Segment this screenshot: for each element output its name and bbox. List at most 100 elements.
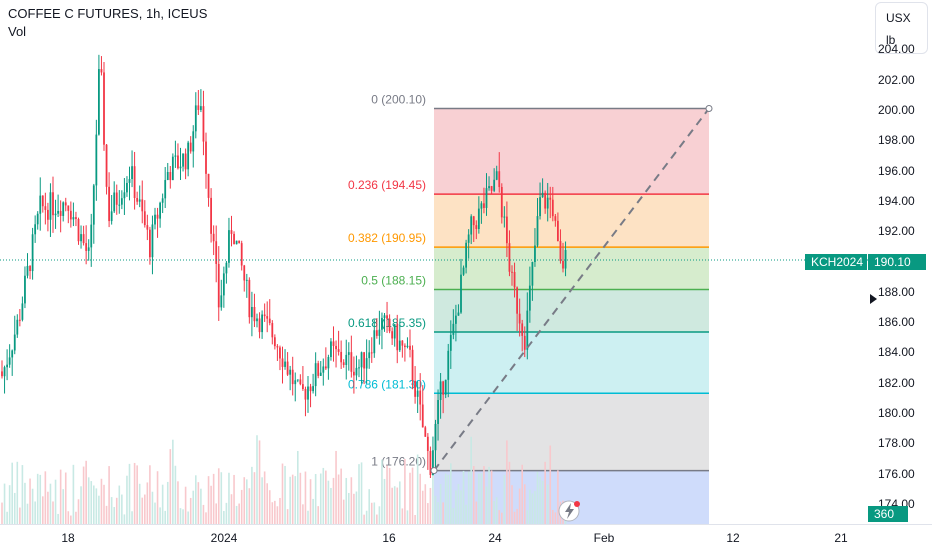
volume-bar	[501, 512, 503, 524]
candle-body	[370, 352, 373, 354]
candle-body	[439, 381, 442, 401]
volume-bar	[3, 483, 6, 524]
volume-bar	[470, 436, 472, 524]
candle-body	[355, 367, 358, 376]
candle-body	[200, 106, 202, 110]
candle-body	[424, 427, 427, 437]
candle-body	[138, 199, 141, 202]
volume-bar	[263, 471, 266, 524]
price-label: 198.00	[878, 133, 915, 148]
fib-zone	[434, 194, 709, 248]
volume-bar	[200, 488, 202, 524]
candle-body	[256, 318, 258, 322]
volume-bars	[1, 435, 567, 524]
candle-body	[495, 171, 498, 180]
candle-body	[294, 380, 297, 385]
volume-bar	[284, 465, 286, 524]
candle-body	[317, 363, 320, 376]
fib-zone	[434, 247, 709, 290]
candle-body	[59, 210, 62, 216]
candle-body	[156, 214, 159, 219]
candle-body	[373, 330, 376, 354]
candle-body	[77, 219, 80, 242]
volume-bar	[240, 489, 243, 524]
price-chart[interactable]: 0 (200.10) 0.236 (194.45) 0.382 (190.95) 0.…	[0, 0, 868, 524]
volume-bar	[82, 466, 85, 524]
volume-bar	[156, 471, 159, 524]
candle-body	[3, 367, 6, 377]
candle-body	[233, 233, 235, 245]
volume-bar	[77, 499, 80, 524]
volume-bar	[297, 450, 299, 524]
candle-body	[289, 369, 292, 375]
volume-bar	[36, 473, 39, 524]
price-label: 178.00	[878, 436, 915, 451]
volume-bar	[274, 500, 276, 524]
candle-body	[273, 337, 276, 347]
volume-bar	[179, 508, 182, 524]
volume-bar	[521, 464, 523, 524]
volume-bar	[396, 487, 399, 524]
volume-bar	[184, 486, 187, 524]
candle-body	[437, 400, 439, 424]
volume-bar	[174, 465, 177, 524]
volume-bar	[121, 494, 123, 524]
candle-body	[179, 166, 182, 169]
volume-bar	[439, 484, 442, 524]
volume-bar	[495, 497, 498, 524]
candle-body	[368, 352, 371, 359]
candle-body	[67, 205, 70, 211]
time-label: 16	[382, 531, 396, 545]
candle-body	[404, 345, 406, 348]
trend-end-handle	[705, 104, 713, 112]
candle-body	[426, 436, 429, 451]
volume-bar	[26, 503, 29, 524]
candle-body	[245, 279, 248, 281]
candle-body	[485, 188, 488, 208]
candle-body	[557, 220, 559, 242]
candle-body	[13, 334, 16, 351]
volume-bar	[75, 511, 77, 524]
volume-bar	[307, 510, 309, 524]
volume-bar	[322, 467, 325, 524]
candle-body	[365, 358, 368, 369]
volume-bar	[154, 502, 156, 524]
price-label: 186.00	[878, 315, 915, 330]
candle-body	[335, 345, 337, 350]
candle-body	[534, 245, 536, 262]
fib-level-label: 0.382 (190.95)	[348, 231, 426, 245]
volume-bar	[133, 462, 136, 524]
time-label: 21	[834, 531, 848, 545]
volume-bar	[299, 472, 302, 524]
volume-bar	[39, 474, 42, 524]
volume-bar	[513, 511, 516, 524]
volume-bar	[126, 475, 128, 524]
volume-bar	[552, 509, 554, 524]
volume-bar	[6, 511, 8, 524]
candle-body	[337, 349, 340, 352]
candle-body	[16, 319, 19, 335]
candle-body	[409, 345, 411, 350]
candle-body	[279, 347, 281, 359]
volume-bar	[429, 487, 432, 524]
candle-body	[87, 247, 90, 251]
volume-bar	[557, 470, 559, 524]
volume-bar	[302, 504, 304, 524]
candle-body	[123, 192, 126, 199]
volume-bar	[332, 477, 335, 524]
candle-body	[322, 366, 325, 373]
candle-body	[536, 216, 539, 246]
candle-body	[228, 230, 230, 263]
candle-body	[126, 182, 128, 193]
volume-bar	[256, 435, 258, 524]
cursor-pointer-icon	[870, 294, 877, 304]
candle-body	[304, 388, 307, 400]
volume-bar	[378, 506, 381, 524]
volume-bar	[151, 491, 154, 524]
fib-level-label: 0.236 (194.45)	[348, 178, 426, 192]
currency-unit-selector[interactable]: USX lb	[875, 2, 928, 54]
candle-body	[414, 380, 416, 397]
volume-bar	[493, 501, 495, 524]
volume-tag: 360	[868, 506, 908, 522]
volume-bar	[279, 497, 281, 524]
